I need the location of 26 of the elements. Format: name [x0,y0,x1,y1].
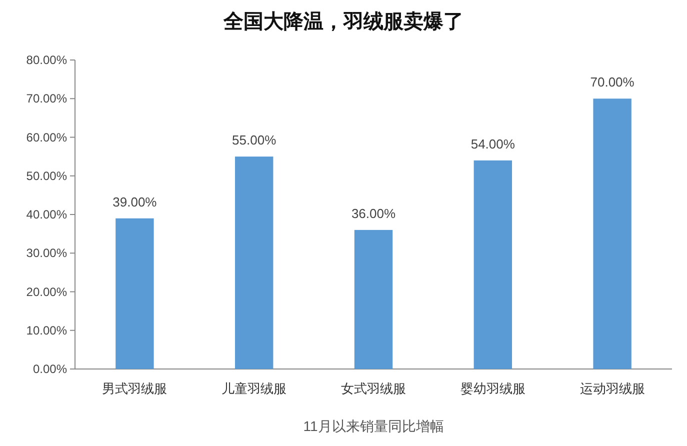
bar [354,230,393,369]
x-tick-label: 儿童羽绒服 [222,381,287,396]
x-tick-label: 女式羽绒服 [341,381,406,396]
data-label: 70.00% [590,74,635,90]
x-axis-title: 11月以来销量同比增幅 [303,418,444,434]
bar [116,218,154,369]
y-tick-label: 10.00% [26,323,68,338]
y-tick-label: 80.00% [26,53,68,67]
y-tick-label: 50.00% [26,168,68,183]
x-tick-label: 运动羽绒服 [580,381,645,396]
data-label: 39.00% [112,194,158,210]
x-tick-label: 男式羽绒服 [102,381,168,396]
bar [234,156,274,369]
data-label: 36.00% [351,206,396,221]
data-label: 55.00% [232,132,277,148]
x-tick-label: 婴幼羽绒服 [460,381,526,396]
chart-title: 全国大降温，羽绒服卖爆了 [222,11,464,33]
bar [474,160,512,369]
bar [593,98,632,369]
y-tick-label: 60.00% [26,130,68,144]
y-tick-label: 40.00% [26,208,68,222]
y-tick-label: 70.00% [26,92,68,106]
y-tick-label: 30.00% [26,246,68,260]
y-tick-label: 20.00% [26,284,68,299]
y-tick-label: 0.00% [32,362,68,376]
data-label: 54.00% [470,136,516,152]
